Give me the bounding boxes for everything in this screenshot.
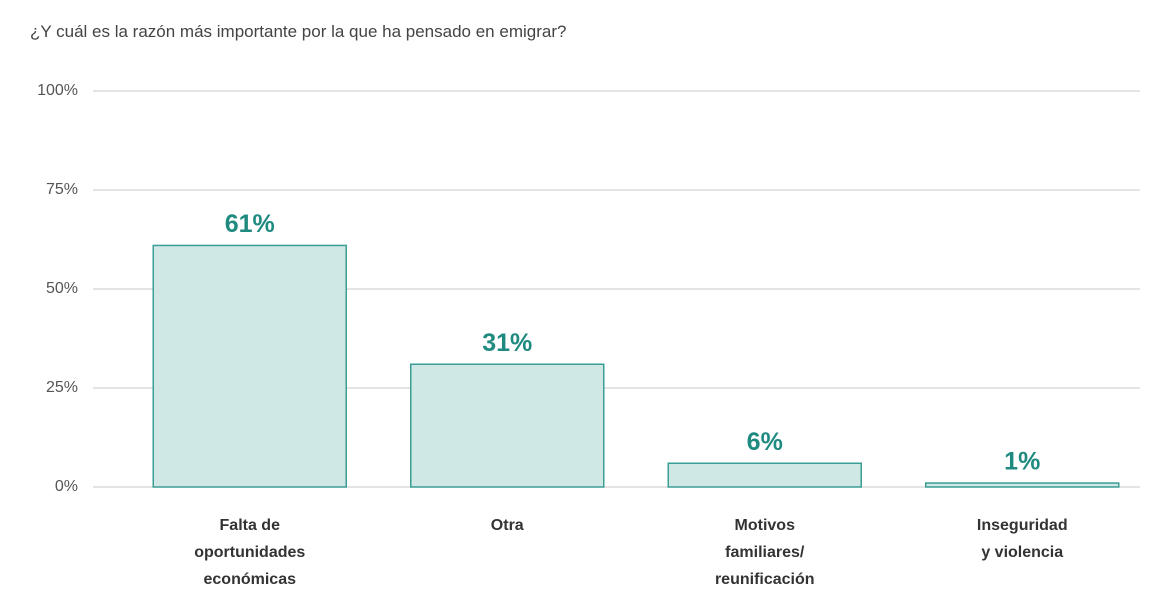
y-tick-label: 25% — [46, 379, 78, 396]
y-tick-label: 0% — [55, 478, 78, 495]
y-tick-label: 50% — [46, 280, 78, 297]
x-tick-label: Motivos familiares/ reunificación — [714, 517, 815, 588]
x-tick-label: Inseguridad y violencia — [976, 517, 1068, 561]
value-label: 31% — [482, 329, 532, 357]
x-tick-label: Otra — [490, 517, 524, 534]
y-tick-label: 100% — [37, 82, 78, 99]
value-label: 1% — [1004, 448, 1040, 476]
value-label: 6% — [747, 428, 783, 456]
x-tick-label: Falta de oportunidades económicas — [194, 517, 306, 588]
bar — [667, 462, 862, 488]
bar — [152, 244, 347, 488]
chart-title: ¿Y cuál es la razón más importante por l… — [30, 22, 566, 41]
bar — [410, 363, 605, 488]
value-label: 61% — [225, 210, 275, 238]
bar — [925, 482, 1120, 488]
y-tick-label: 75% — [46, 181, 78, 198]
